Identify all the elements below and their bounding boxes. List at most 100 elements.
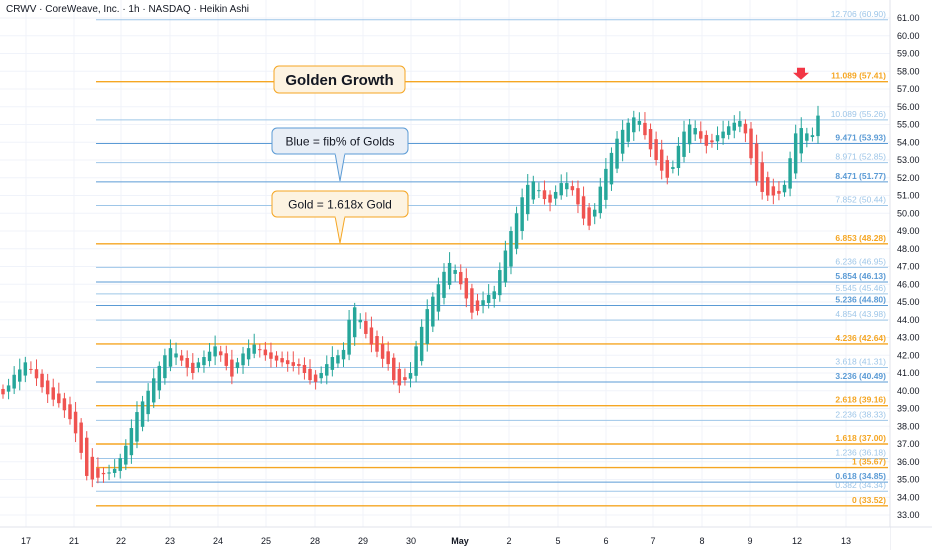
candle[interactable] <box>235 362 240 369</box>
candle[interactable] <box>509 231 513 267</box>
candle[interactable] <box>626 122 630 142</box>
candle[interactable] <box>364 321 368 334</box>
candle[interactable] <box>330 357 335 370</box>
candle[interactable] <box>805 133 809 141</box>
candle[interactable] <box>687 124 692 145</box>
candle[interactable] <box>576 188 580 205</box>
candle[interactable] <box>654 139 658 160</box>
candle[interactable] <box>151 378 156 403</box>
candle[interactable] <box>453 270 457 274</box>
candle[interactable] <box>760 162 764 192</box>
candle[interactable] <box>269 352 273 359</box>
candle[interactable] <box>224 353 229 366</box>
candle[interactable] <box>788 158 792 189</box>
candle[interactable] <box>218 351 223 356</box>
candle[interactable] <box>85 437 89 476</box>
candle[interactable] <box>18 369 22 382</box>
candle[interactable] <box>163 355 167 379</box>
candle[interactable] <box>347 319 351 355</box>
candle[interactable] <box>230 359 234 377</box>
candle[interactable] <box>40 373 44 388</box>
candle[interactable] <box>436 284 441 312</box>
candle[interactable] <box>671 167 675 169</box>
candle[interactable] <box>96 468 100 478</box>
candle[interactable] <box>146 390 150 415</box>
candle[interactable] <box>570 186 575 191</box>
candle[interactable] <box>57 393 61 404</box>
candle[interactable] <box>414 346 418 376</box>
candle[interactable] <box>810 135 815 138</box>
candle[interactable] <box>531 181 536 200</box>
candle[interactable] <box>62 398 67 411</box>
candle[interactable] <box>732 122 736 131</box>
candle[interactable] <box>710 140 714 143</box>
candle[interactable] <box>179 355 184 361</box>
candle[interactable] <box>766 177 770 196</box>
candle[interactable] <box>302 364 307 373</box>
candle[interactable] <box>90 456 95 480</box>
candle[interactable] <box>459 271 463 285</box>
candle[interactable] <box>419 326 424 362</box>
candle[interactable] <box>592 209 597 217</box>
candle[interactable] <box>682 131 686 157</box>
candle[interactable] <box>475 300 480 311</box>
candle[interactable] <box>777 190 781 194</box>
candle[interactable] <box>615 138 619 169</box>
candle[interactable] <box>553 191 558 199</box>
candle[interactable] <box>492 291 496 299</box>
candle[interactable] <box>749 128 753 159</box>
candle[interactable] <box>408 373 413 379</box>
candle[interactable] <box>470 288 474 313</box>
candle[interactable] <box>386 351 390 365</box>
candle[interactable] <box>559 183 563 196</box>
candle[interactable] <box>196 362 201 368</box>
candle[interactable] <box>782 184 787 193</box>
candle[interactable] <box>252 344 256 354</box>
candle[interactable] <box>581 196 586 219</box>
candle[interactable] <box>101 472 106 475</box>
candle[interactable] <box>358 319 362 323</box>
candle[interactable] <box>537 190 541 192</box>
candle[interactable] <box>124 445 128 465</box>
candle[interactable] <box>392 357 396 381</box>
candle[interactable] <box>280 358 284 363</box>
candle[interactable] <box>207 351 212 362</box>
candle[interactable] <box>447 262 452 285</box>
candle[interactable] <box>191 362 195 373</box>
candle[interactable] <box>693 128 697 135</box>
candle[interactable] <box>464 278 469 299</box>
candle[interactable] <box>129 428 134 456</box>
candle[interactable] <box>263 349 268 356</box>
candle[interactable] <box>118 458 122 471</box>
candle[interactable] <box>241 353 245 366</box>
candle[interactable] <box>715 135 720 142</box>
candle[interactable] <box>542 190 547 200</box>
candle[interactable] <box>514 213 519 249</box>
candle[interactable] <box>341 349 346 360</box>
candle[interactable] <box>319 373 323 379</box>
candle[interactable] <box>503 250 508 283</box>
candle[interactable] <box>721 131 725 139</box>
candle[interactable] <box>604 168 608 200</box>
candle[interactable] <box>185 358 189 368</box>
candle[interactable] <box>285 360 290 365</box>
candle[interactable] <box>112 468 117 473</box>
time-axis[interactable]: 17 21 22 23 24 25 28 29 30 May 2 5 6 7 8 9 12 13 <box>0 526 932 550</box>
candle[interactable] <box>73 411 78 434</box>
candle[interactable] <box>676 145 681 169</box>
candle[interactable] <box>336 355 340 364</box>
candle[interactable] <box>29 368 33 370</box>
candle[interactable] <box>659 149 664 171</box>
candle[interactable] <box>325 364 329 376</box>
price-axis[interactable]: 33.00 34.00 35.00 36.00 37.00 38.00 39.00 40.00… <box>889 0 932 550</box>
candle[interactable] <box>587 207 591 226</box>
candle[interactable] <box>609 152 614 185</box>
candle[interactable] <box>380 343 385 359</box>
candle[interactable] <box>352 307 357 338</box>
candle[interactable] <box>442 271 446 298</box>
candle[interactable] <box>704 134 709 146</box>
candle[interactable] <box>498 270 502 296</box>
candle[interactable] <box>135 412 139 442</box>
candle[interactable] <box>665 160 670 178</box>
candle[interactable] <box>34 369 39 379</box>
